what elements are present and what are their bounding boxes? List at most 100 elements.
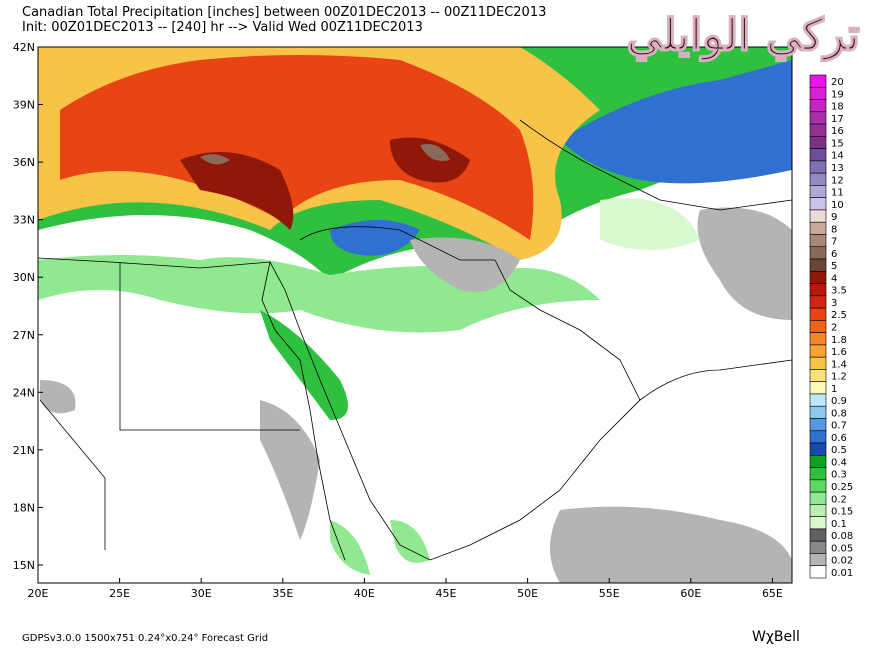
colorbar-label: 13 (831, 163, 844, 174)
colorbar-swatch (809, 504, 827, 517)
y-tick-label: 36N (13, 156, 35, 169)
colorbar-swatch (809, 491, 827, 505)
colorbar-label: 0.05 (831, 543, 853, 554)
y-tick-label: 24N (13, 386, 35, 399)
colorbar-swatch (809, 172, 827, 186)
x-tick-label: 55E (599, 587, 620, 600)
colorbar-label: 17 (831, 114, 844, 125)
colorbar-swatch (809, 295, 827, 309)
colorbar-swatch (809, 221, 827, 235)
colorbar-label: 0.08 (831, 531, 853, 542)
colorbar-label: 16 (831, 126, 844, 137)
colorbar-swatch (809, 111, 827, 125)
colorbar-label: 11 (831, 188, 844, 199)
colorbar-swatch (809, 430, 827, 444)
colorbar-label: 14 (831, 151, 844, 162)
colorbar-swatch (809, 123, 827, 137)
colorbar: 20191817161514131211109876543.532.521.81… (809, 74, 853, 579)
colorbar-label: 0.8 (831, 408, 847, 419)
axes: 20E 25E 30E 35E 40E 45E 50E 55E 60E 65E 42N 39N 36N 3… (13, 41, 783, 600)
colorbar-swatch (809, 540, 827, 554)
colorbar-swatch (809, 160, 827, 174)
colorbar-swatch (809, 381, 827, 395)
colorbar-label: 0.5 (831, 445, 847, 456)
precip-field (38, 47, 792, 583)
y-tick-label: 30N (13, 271, 35, 284)
x-tick-label: 35E (272, 587, 293, 600)
colorbar-swatch (809, 467, 827, 481)
colorbar-label: 0.6 (831, 433, 847, 444)
y-tick-label: 15N (13, 559, 35, 572)
colorbar-swatch (809, 209, 827, 223)
colorbar-swatch (809, 405, 827, 419)
footer-model: GDPSv3.0.0 1500x751 0.24°x0.24° Forecast… (22, 633, 268, 644)
x-tick-label: 60E (680, 587, 701, 600)
colorbar-swatch (809, 136, 827, 149)
x-tick-label: 30E (191, 587, 212, 600)
title-line2: Init: 00Z01DEC2013 -- [240] hr --> Valid… (22, 20, 423, 35)
y-tick-label: 42N (13, 41, 35, 54)
colorbar-label: 5 (831, 261, 837, 272)
colorbar-label: 1.8 (831, 335, 847, 346)
colorbar-label: 2.5 (831, 310, 847, 321)
title-line1: Canadian Total Precipitation [inches] be… (22, 5, 546, 20)
colorbar-label: 0.3 (831, 470, 847, 481)
colorbar-swatch (809, 185, 827, 198)
colorbar-label: 0.25 (831, 482, 853, 493)
y-tick-label: 18N (13, 501, 35, 514)
colorbar-swatch (809, 283, 827, 297)
colorbar-label: 1.2 (831, 372, 847, 383)
colorbar-swatch (809, 553, 827, 567)
colorbar-label: 10 (831, 200, 844, 211)
map-frame (37, 46, 793, 584)
colorbar-label: 7 (831, 237, 837, 248)
colorbar-label: 8 (831, 224, 837, 235)
colorbar-label: 2 (831, 323, 837, 334)
borders (37, 119, 793, 561)
colorbar-swatch (809, 356, 827, 370)
colorbar-label: 0.4 (831, 457, 847, 468)
colorbar-label: 15 (831, 138, 844, 149)
colorbar-label: 0.9 (831, 396, 847, 407)
watermark: تركي الوايلي (626, 10, 860, 62)
colorbar-label: 0.7 (831, 421, 847, 432)
x-tick-label: 25E (109, 587, 130, 600)
colorbar-swatch (809, 99, 827, 113)
colorbar-swatch (809, 442, 827, 456)
x-tick-label: 20E (28, 587, 49, 600)
colorbar-swatch (809, 246, 827, 260)
colorbar-swatch (809, 197, 827, 211)
colorbar-swatch (809, 320, 827, 333)
colorbar-swatch (809, 455, 827, 468)
colorbar-label: 0.2 (831, 494, 847, 505)
y-tick-label: 33N (13, 214, 35, 227)
colorbar-label: 4 (831, 273, 837, 284)
colorbar-swatch (809, 516, 827, 530)
colorbar-swatch (809, 418, 827, 432)
colorbar-label: 3 (831, 298, 837, 309)
colorbar-swatch (809, 565, 827, 579)
colorbar-label: 1.6 (831, 347, 847, 358)
footer-logo: WχBell (752, 629, 800, 645)
colorbar-label: 0.02 (831, 556, 853, 567)
colorbar-label: 9 (831, 212, 837, 223)
colorbar-label: 19 (831, 89, 844, 100)
colorbar-label: 6 (831, 249, 837, 260)
y-tick-label: 39N (13, 99, 35, 112)
colorbar-swatch (809, 234, 827, 248)
x-tick-label: 50E (517, 587, 538, 600)
colorbar-label: 1.4 (831, 359, 847, 370)
colorbar-swatch (809, 258, 827, 272)
x-tick-label: 45E (436, 587, 457, 600)
y-tick-label: 21N (13, 444, 35, 457)
colorbar-label: 20 (831, 77, 844, 88)
colorbar-label: 0.1 (831, 519, 847, 530)
colorbar-swatch (809, 344, 827, 358)
colorbar-swatch (809, 479, 827, 493)
x-tick-label: 65E (762, 587, 783, 600)
colorbar-swatch (809, 270, 827, 284)
colorbar-swatch (809, 332, 827, 346)
colorbar-label: 0.15 (831, 507, 853, 518)
